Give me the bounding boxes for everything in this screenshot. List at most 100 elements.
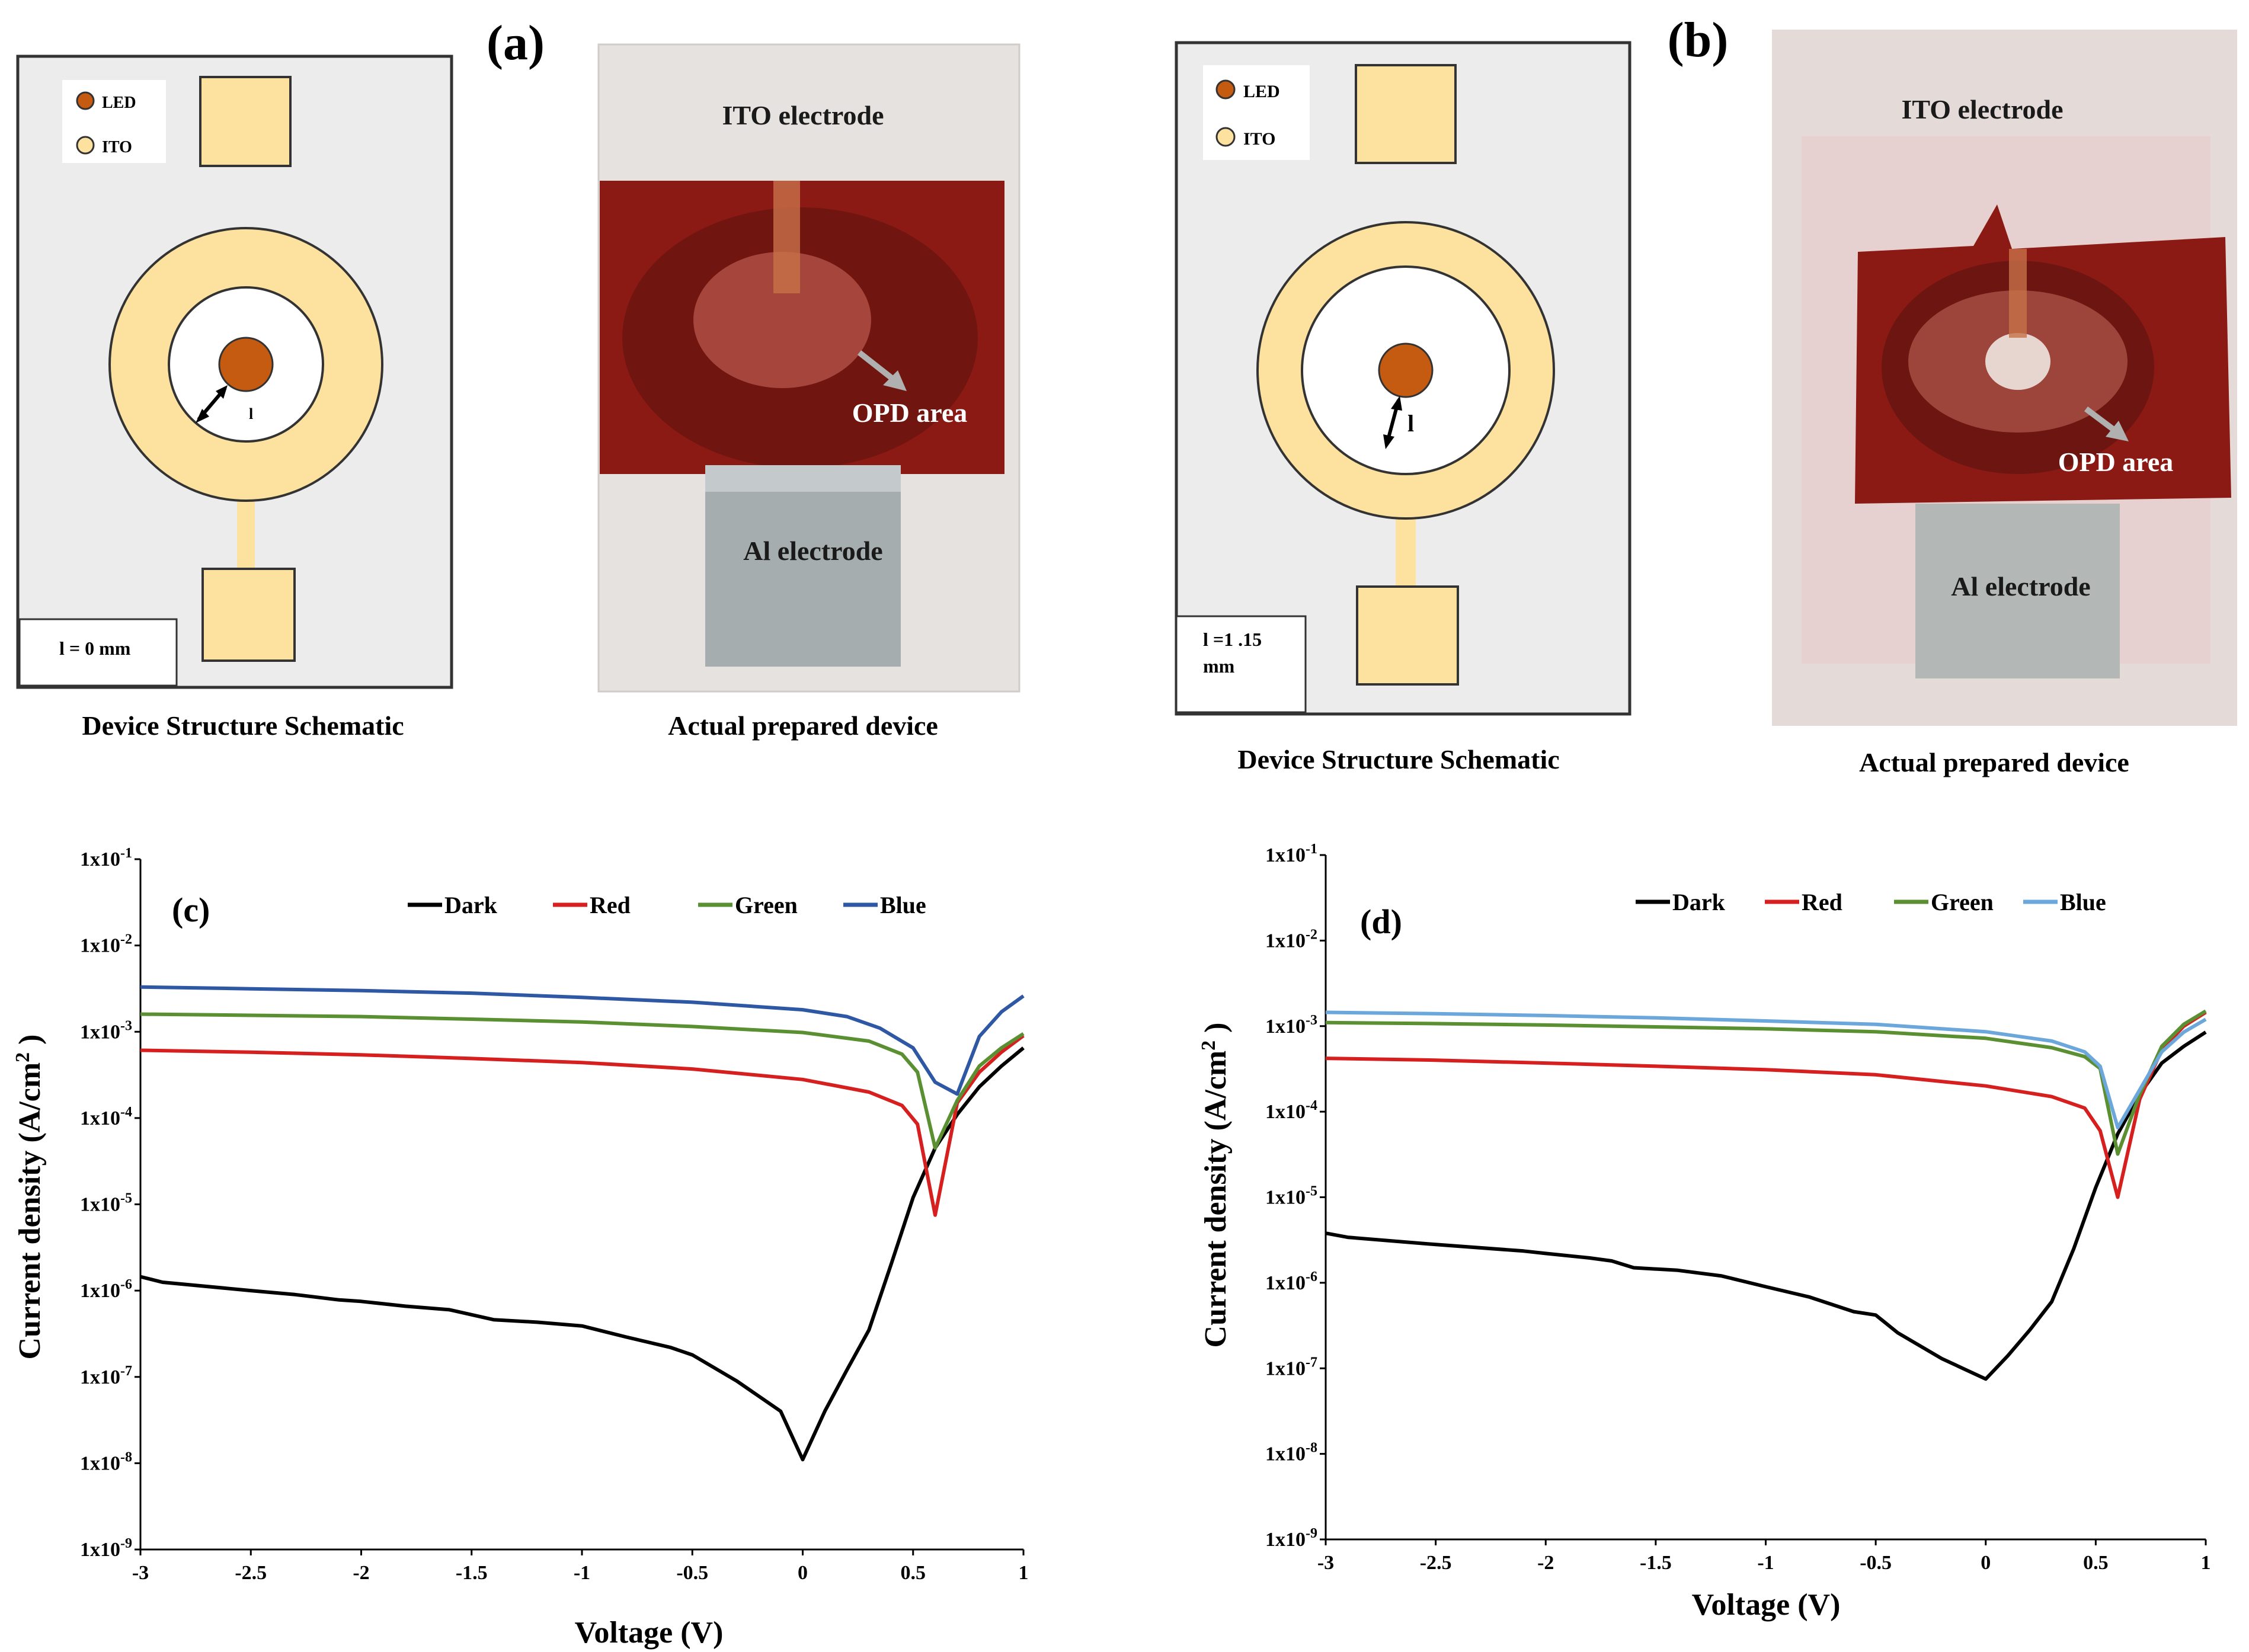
x-tick-label: -1.5 [456, 1562, 488, 1584]
photo-a-title: Actual prepared device [668, 710, 938, 741]
chart-c-plot-area: 1x10-1 1x10-2 1x10-3 1x10-4 1x10-5 1x10-6 1x10… [80, 846, 1029, 1584]
y-tick-label: 1x10-1 [1265, 841, 1317, 866]
schematic-b-title: Device Structure Schematic [1237, 744, 1559, 774]
legend-ito-dot [1215, 127, 1236, 147]
y-tick-label: 1x10-6 [1265, 1269, 1317, 1294]
x-tick-label: 0.5 [901, 1562, 926, 1584]
photo-b-opd-label: OPD area [2058, 447, 2174, 477]
distance-box-b [1175, 615, 1307, 713]
series-line-blue [1325, 1010, 2207, 1130]
x-tick-label: 0 [798, 1562, 808, 1584]
ito-pad-top-b [1355, 64, 1457, 164]
distance-box-a [18, 618, 178, 687]
led-b [1378, 342, 1434, 398]
x-tick-label: -2 [1537, 1552, 1554, 1574]
series-line-dark [140, 1046, 1025, 1462]
legend-label-blue: Blue [2060, 889, 2106, 915]
series-line-dark [1325, 1030, 2207, 1381]
legend-led-label: LED [102, 94, 136, 112]
panel-a-label: (a) [487, 15, 545, 71]
chart-d-panel-label: (d) [1360, 902, 1402, 941]
y-tick-label: 1x10-6 [80, 1277, 132, 1302]
x-tick-label: -2 [353, 1562, 369, 1584]
ito-pad-bottom-a [201, 568, 296, 662]
distance-value-a: l = 0 mm [59, 638, 131, 659]
legend-ito-label: ITO [1243, 129, 1275, 149]
panel-a: (a) LED ITO l l = 0 mm Device Structure … [16, 15, 1020, 741]
y-tick-label: 1x10-4 [1265, 1098, 1317, 1123]
chart-d: (d) 1x10-1 1x10-2 1x10-3 1x10-4 1x10-5 1x10-6… [1198, 841, 2211, 1622]
x-tick-label: -0.5 [676, 1562, 708, 1584]
y-tick-label: 1x10-3 [80, 1018, 132, 1043]
y-tick-label: 1x10-3 [1265, 1013, 1317, 1038]
legend-ito-label: ITO [102, 138, 132, 156]
series-line-green [1325, 1009, 2207, 1156]
y-tick-label: 1x10-9 [1265, 1526, 1317, 1551]
distance-symbol-b: l [1407, 410, 1414, 437]
photo-a-opd-label: OPD area [852, 398, 968, 428]
series-line-red [1325, 1010, 2207, 1199]
legend-label-dark: Dark [1672, 889, 1726, 915]
arrowhead-icon [196, 409, 209, 423]
ito-pad-bottom-b [1356, 585, 1459, 686]
legend-led-dot [1215, 79, 1236, 100]
ito-stem-b [1396, 510, 1416, 593]
legend-label-blue: Blue [880, 892, 926, 918]
legend-led-dot [76, 91, 95, 110]
chart-c-panel-label: (c) [172, 891, 210, 929]
legend-label-dark: Dark [444, 892, 498, 918]
y-tick-label: 1x10-5 [1265, 1184, 1317, 1209]
legend-label-green: Green [1931, 889, 1994, 915]
y-tick-label: 1x10-7 [80, 1363, 132, 1388]
photo-a-al-electrode [705, 465, 901, 667]
photo-b-title: Actual prepared device [1859, 747, 2129, 777]
legend-ito-dot [76, 136, 95, 155]
chart-c-ylabel: Current density (A/cm2 ) [12, 1035, 47, 1360]
chart-c: (c) 1x10-1 1x10-2 1x10-3 1x10-4 1x10-5 1x10-6… [12, 846, 1029, 1650]
chart-d-plot-area: 1x10-1 1x10-2 1x10-3 1x10-4 1x10-5 1x10-6 1x10… [1265, 841, 2211, 1574]
ito-pad-top-a [199, 76, 292, 167]
panel-b: (b) LED ITO l l =1 .15 mm Device Structu… [1175, 12, 2237, 777]
x-tick-label: -1.5 [1640, 1552, 1672, 1574]
legend-led-label: LED [1243, 82, 1280, 101]
y-tick-label: 1x10-2 [80, 932, 132, 957]
ito-stem-a [237, 497, 255, 574]
y-tick-label: 1x10-5 [80, 1191, 132, 1216]
series-line-green [140, 1012, 1025, 1150]
y-tick-label: 1x10-1 [80, 846, 132, 870]
chart-d-ylabel: Current density (A/cm2 ) [1198, 1023, 1233, 1348]
distance-value-b-line1: l =1 .15 [1203, 629, 1262, 650]
x-tick-label: -1 [1757, 1552, 1774, 1574]
led-a [218, 337, 274, 392]
y-tick-label: 1x10-4 [80, 1104, 132, 1129]
x-tick-label: 1 [1019, 1562, 1029, 1584]
x-tick-label: -2.5 [1420, 1552, 1452, 1574]
schematic-a-title: Device Structure Schematic [82, 710, 404, 741]
legend-label-green: Green [735, 892, 798, 918]
distance-value-b-line2: mm [1203, 655, 1235, 677]
y-tick-label: 1x10-8 [1265, 1440, 1317, 1465]
chart-c-xlabel: Voltage (V) [575, 1616, 724, 1650]
arrow-icon [883, 370, 907, 391]
x-tick-label: -0.5 [1860, 1552, 1892, 1574]
arrowhead-icon [1383, 434, 1394, 449]
y-tick-label: 1x10-2 [1265, 927, 1317, 952]
y-tick-label: 1x10-7 [1265, 1355, 1317, 1379]
y-tick-label: 1x10-8 [80, 1449, 132, 1474]
x-tick-label: -1 [574, 1562, 590, 1584]
arrowhead-icon [1391, 396, 1402, 411]
x-tick-label: -3 [132, 1562, 149, 1584]
legend-label-red: Red [1802, 889, 1842, 915]
x-tick-label: -3 [1317, 1552, 1334, 1574]
legend-label-red: Red [590, 892, 631, 918]
x-tick-label: 0 [1981, 1552, 1991, 1574]
x-tick-label: 1 [2201, 1552, 2211, 1574]
photo-a-al-label: Al electrode [743, 536, 882, 566]
arrow-icon [2106, 421, 2129, 441]
y-tick-label: 1x10-9 [80, 1536, 132, 1561]
x-tick-label: 0.5 [2083, 1552, 2109, 1574]
arrowhead-icon [216, 385, 228, 399]
distance-symbol-a: l [249, 405, 253, 422]
series-line-blue [140, 985, 1025, 1096]
